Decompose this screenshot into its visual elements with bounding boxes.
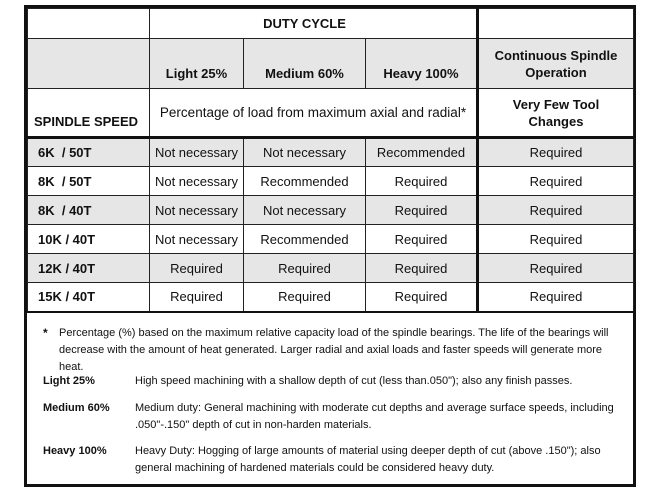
table-row: 8K / 50T Not necessary Recommended Required… [27, 166, 634, 196]
heavy-cell: Required [365, 282, 478, 313]
cont-cell: Required [476, 224, 634, 254]
heavy-cell: Required [365, 224, 478, 254]
cont-cell: Required [476, 253, 634, 283]
medium-cell: Required [243, 282, 366, 313]
percentage-load-header: Percentage of load from maximum axial an… [149, 88, 478, 139]
light-cell: Not necessary [149, 195, 244, 225]
heavy-cell: Required [365, 195, 478, 225]
continuous-top-blank [476, 8, 634, 39]
definition-term: Heavy 100% [43, 445, 107, 457]
definition-term: Medium 60% [43, 402, 110, 414]
light-cell: Not necessary [149, 166, 244, 196]
duty-cycle-left-blank [149, 8, 244, 39]
spindle-speed-cell: 8K / 50T [27, 166, 150, 196]
cont-cell: Required [476, 282, 634, 313]
cont-cell: Required [476, 166, 634, 196]
spindle-speed-cell: 12K / 40T [27, 253, 150, 283]
spindle-speed-cell: 15K / 40T [27, 282, 150, 313]
light-cell: Required [149, 282, 244, 313]
table-row: 6K / 50T Not necessary Not necessary Recomm… [27, 137, 634, 167]
heavy-cell: Required [365, 166, 478, 196]
medium-cell: Recommended [243, 166, 366, 196]
spindle-speed-cell: 10K / 40T [27, 224, 150, 254]
footnote-asterisk: * [43, 326, 48, 340]
heavy-header: Heavy 100% [365, 38, 478, 89]
continuous-header: Continuous Spindle Operation [476, 38, 634, 89]
medium-cell: Not necessary [243, 137, 366, 167]
light-cell: Not necessary [149, 224, 244, 254]
definition-desc: Heavy Duty: Hogging of large amounts of … [135, 445, 601, 474]
cont-cell: Required [476, 137, 634, 167]
table-row: 15K / 40T Required Required Required Require… [27, 282, 634, 313]
spindle-speed-header: SPINDLE SPEED [27, 88, 150, 139]
table-row: 10K / 40T Not necessary Recommended Require… [27, 224, 634, 254]
table-row: 8K / 40T Not necessary Not necessary Requir… [27, 195, 634, 225]
speed-header-blank [27, 38, 150, 89]
heavy-cell: Required [365, 253, 478, 283]
spindle-duty-table-frame: DUTY CYCLE Light 25% Medium 60% Heavy 10… [24, 5, 636, 487]
spindle-duty-table: DUTY CYCLE Light 25% Medium 60% Heavy 10… [27, 8, 634, 313]
definition-desc: High speed machining with a shallow dept… [135, 375, 573, 387]
light-cell: Not necessary [149, 137, 244, 167]
definition-desc: Medium duty: General machining with mode… [135, 402, 614, 431]
medium-cell: Recommended [243, 224, 366, 254]
footnote-text: Percentage (%) based on the maximum rela… [59, 327, 609, 373]
duty-cycle-right-blank [365, 8, 478, 39]
few-tool-changes-header: Very Few Tool Changes [476, 88, 634, 139]
cont-cell: Required [476, 195, 634, 225]
table-row: 12K / 40T Required Required Required Require… [27, 253, 634, 283]
heavy-cell: Recommended [365, 137, 478, 167]
medium-header: Medium 60% [243, 38, 366, 89]
spindle-speed-cell: 6K / 50T [27, 137, 150, 167]
light-cell: Required [149, 253, 244, 283]
definition-term: Light 25% [43, 375, 95, 387]
medium-cell: Required [243, 253, 366, 283]
medium-cell: Not necessary [243, 195, 366, 225]
duty-cycle-header: DUTY CYCLE [243, 8, 366, 39]
spindle-speed-cell: 8K / 40T [27, 195, 150, 225]
light-header: Light 25% [149, 38, 244, 89]
corner-cell [27, 8, 150, 39]
